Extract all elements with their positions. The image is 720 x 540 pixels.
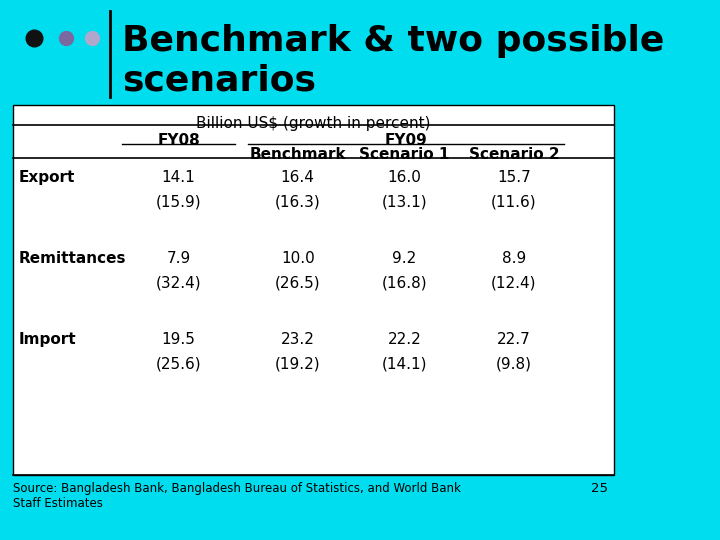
Text: 10.0: 10.0 [281, 251, 315, 266]
Text: (32.4): (32.4) [156, 275, 202, 291]
Text: Import: Import [19, 332, 76, 347]
Text: Source: Bangladesh Bank, Bangladesh Bureau of Statistics, and World Bank
Staff E: Source: Bangladesh Bank, Bangladesh Bure… [12, 482, 460, 510]
Text: 22.7: 22.7 [497, 332, 531, 347]
Text: (19.2): (19.2) [275, 356, 320, 372]
Text: 22.2: 22.2 [387, 332, 421, 347]
Text: 7.9: 7.9 [166, 251, 191, 266]
Text: (26.5): (26.5) [275, 275, 320, 291]
Text: 25: 25 [591, 482, 608, 495]
Text: 9.2: 9.2 [392, 251, 416, 266]
Text: (9.8): (9.8) [496, 356, 532, 372]
Text: Benchmark: Benchmark [249, 147, 346, 162]
Text: 8.9: 8.9 [502, 251, 526, 266]
Text: 23.2: 23.2 [281, 332, 315, 347]
Text: (13.1): (13.1) [382, 194, 427, 210]
Text: 14.1: 14.1 [162, 170, 196, 185]
Text: (12.4): (12.4) [491, 275, 536, 291]
Text: FY08: FY08 [157, 133, 200, 148]
Text: (16.3): (16.3) [275, 194, 320, 210]
Text: (16.8): (16.8) [382, 275, 427, 291]
FancyBboxPatch shape [12, 105, 614, 475]
Text: Scenario 1: Scenario 1 [359, 147, 449, 162]
Text: Export: Export [19, 170, 75, 185]
Text: (15.9): (15.9) [156, 194, 202, 210]
Text: (25.6): (25.6) [156, 356, 202, 372]
Text: (11.6): (11.6) [491, 194, 537, 210]
Text: (14.1): (14.1) [382, 356, 427, 372]
Text: FY09: FY09 [384, 133, 427, 148]
Text: 16.0: 16.0 [387, 170, 421, 185]
Text: Scenario 2: Scenario 2 [469, 147, 559, 162]
Text: Benchmark & two possible
scenarios: Benchmark & two possible scenarios [122, 24, 665, 98]
Text: Remittances: Remittances [19, 251, 126, 266]
Text: 16.4: 16.4 [281, 170, 315, 185]
Text: 15.7: 15.7 [497, 170, 531, 185]
Text: Billion US$ (growth in percent): Billion US$ (growth in percent) [196, 116, 431, 131]
Text: 19.5: 19.5 [162, 332, 196, 347]
